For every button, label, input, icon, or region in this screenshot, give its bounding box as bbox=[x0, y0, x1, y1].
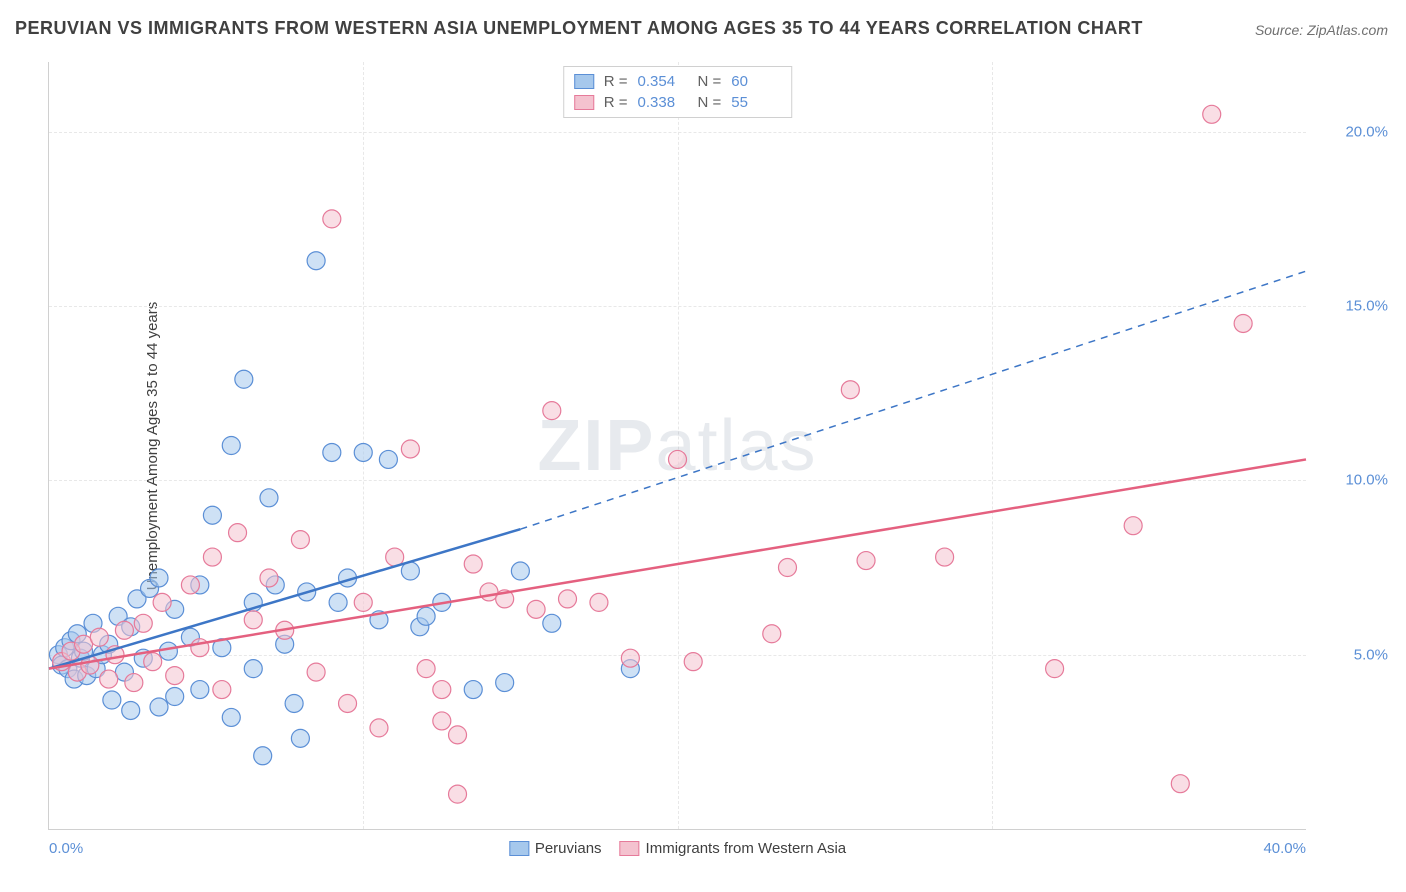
n-value-series2: 55 bbox=[731, 94, 781, 111]
y-tick-label: 5.0% bbox=[1354, 646, 1388, 663]
r-value-series1: 0.354 bbox=[638, 73, 688, 90]
n-value-series1: 60 bbox=[731, 73, 781, 90]
series-legend: Peruvians Immigrants from Western Asia bbox=[509, 840, 846, 857]
legend-swatch-series2 bbox=[574, 95, 594, 110]
y-tick-label: 20.0% bbox=[1345, 123, 1388, 140]
legend-label-series1: Peruvians bbox=[535, 840, 602, 857]
correlation-legend: R = 0.354 N = 60 R = 0.338 N = 55 bbox=[563, 66, 793, 118]
chart-title: PERUVIAN VS IMMIGRANTS FROM WESTERN ASIA… bbox=[15, 18, 1143, 39]
legend-swatch-bottom-series2 bbox=[620, 841, 640, 856]
y-tick-label: 10.0% bbox=[1345, 472, 1388, 489]
r-label: R = bbox=[604, 94, 628, 111]
x-tick-label: 40.0% bbox=[1263, 840, 1306, 857]
legend-swatch-bottom-series1 bbox=[509, 841, 529, 856]
legend-item-series2: Immigrants from Western Asia bbox=[620, 840, 847, 857]
n-label: N = bbox=[698, 94, 722, 111]
r-value-series2: 0.338 bbox=[638, 94, 688, 111]
r-label: R = bbox=[604, 73, 628, 90]
legend-swatch-series1 bbox=[574, 74, 594, 89]
y-tick-label: 15.0% bbox=[1345, 298, 1388, 315]
legend-row-series1: R = 0.354 N = 60 bbox=[574, 71, 782, 92]
chart-plot-area: ZIPatlas R = 0.354 N = 60 R = 0.338 N = … bbox=[48, 62, 1306, 830]
chart-svg bbox=[49, 62, 1306, 829]
source-attribution: Source: ZipAtlas.com bbox=[1255, 22, 1388, 38]
legend-row-series2: R = 0.338 N = 55 bbox=[574, 92, 782, 113]
legend-label-series2: Immigrants from Western Asia bbox=[646, 840, 847, 857]
n-label: N = bbox=[698, 73, 722, 90]
x-tick-label: 0.0% bbox=[49, 840, 83, 857]
legend-item-series1: Peruvians bbox=[509, 840, 602, 857]
